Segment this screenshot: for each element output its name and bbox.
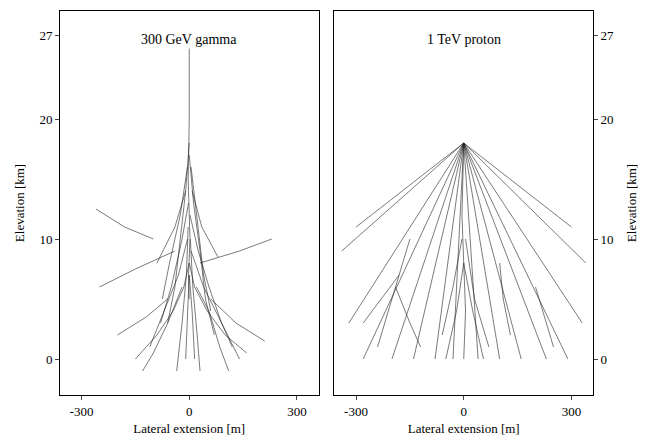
svg-text:-300: -300	[70, 404, 94, 419]
svg-text:0: 0	[46, 352, 53, 367]
svg-text:Lateral extension [m]: Lateral extension [m]	[408, 421, 520, 436]
svg-text:0: 0	[460, 404, 467, 419]
svg-text:300 GeV gamma: 300 GeV gamma	[141, 32, 237, 47]
svg-text:Elevation [km]: Elevation [km]	[12, 164, 27, 242]
svg-text:27: 27	[601, 28, 615, 43]
svg-text:-300: -300	[344, 404, 368, 419]
svg-text:20: 20	[601, 112, 614, 127]
svg-text:0: 0	[601, 352, 608, 367]
svg-text:300: 300	[562, 404, 582, 419]
svg-text:Elevation [km]: Elevation [km]	[624, 164, 639, 242]
svg-text:20: 20	[39, 112, 52, 127]
svg-text:1 TeV proton: 1 TeV proton	[427, 32, 501, 47]
svg-text:27: 27	[39, 28, 53, 43]
svg-text:Lateral extension [m]: Lateral extension [m]	[133, 421, 245, 436]
svg-text:300: 300	[287, 404, 307, 419]
svg-text:0: 0	[186, 404, 193, 419]
svg-text:10: 10	[601, 232, 614, 247]
svg-text:10: 10	[39, 232, 52, 247]
